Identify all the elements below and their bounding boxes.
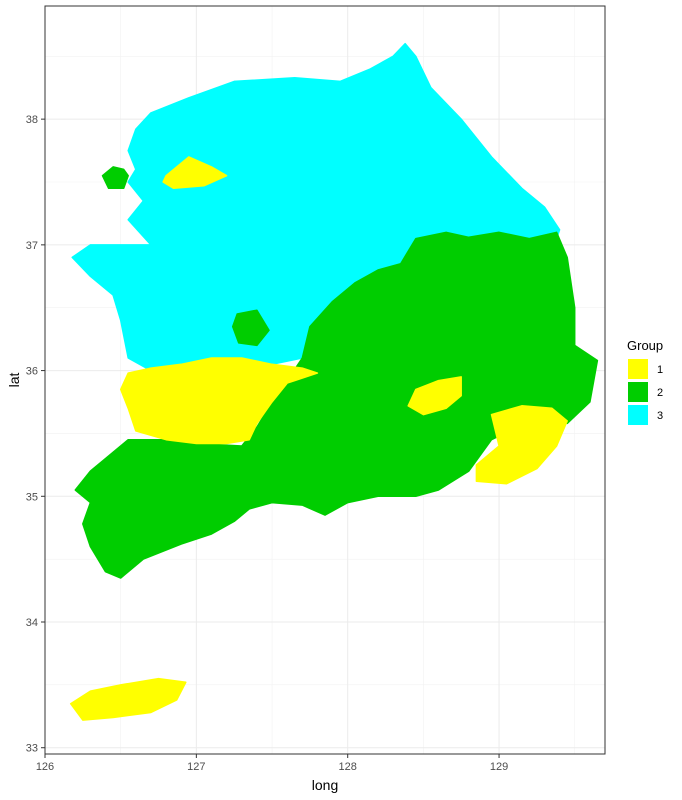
y-tick-label: 34 [26, 617, 38, 629]
region-ganghwa-island [101, 166, 129, 190]
x-tick-label: 126 [36, 761, 54, 773]
legend-key [628, 359, 648, 379]
region-daejeon-area [231, 309, 270, 347]
legend: Group 1 2 3 [627, 338, 663, 425]
legend-key [628, 382, 648, 402]
legend-title: Group [627, 338, 663, 353]
region-southeast-region [74, 231, 599, 579]
legend-label: 1 [657, 364, 663, 376]
region-daegu-area [407, 376, 462, 416]
legend-key [628, 405, 648, 425]
region-busan-ulsan-area [475, 405, 568, 485]
plot-border [44, 5, 606, 755]
y-tick-label: 37 [26, 240, 38, 252]
x-axis-title: long [312, 777, 338, 793]
legend-label: 2 [657, 387, 663, 399]
x-tick-label: 128 [339, 761, 357, 773]
x-tick-label: 127 [187, 761, 205, 773]
y-tick-label: 33 [26, 743, 38, 755]
region-seoul-area [162, 156, 228, 190]
region-jeju-island [69, 677, 187, 721]
y-axis-title: lat [6, 373, 22, 388]
y-axis: 33 34 35 36 37 38 [26, 114, 45, 755]
y-tick-label: 38 [26, 114, 38, 126]
y-tick-label: 36 [26, 366, 38, 378]
x-axis: 126 127 128 129 [36, 754, 508, 773]
x-tick-label: 129 [490, 761, 508, 773]
y-tick-label: 35 [26, 491, 38, 503]
map-regions [69, 42, 599, 721]
legend-label: 3 [657, 410, 663, 422]
region-jeonbuk-area [119, 357, 319, 445]
